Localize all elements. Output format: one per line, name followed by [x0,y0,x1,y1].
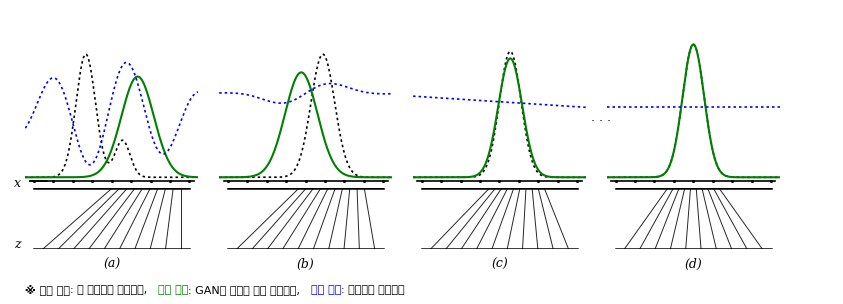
Text: : 분류자의 확률분포: : 분류자의 확률분포 [341,285,405,295]
Text: x: x [14,178,21,190]
Text: 녹색 점선: 녹색 점선 [158,285,189,295]
Text: (d): (d) [685,258,702,271]
Text: (c): (c) [491,258,507,271]
Text: : GAN이 만들어 내는 확률분포,: : GAN이 만들어 내는 확률분포, [189,285,311,295]
Text: (a): (a) [103,258,121,271]
Text: · · ·: · · · [591,115,610,128]
Text: ※ 검은 점선: ※ 검은 점선 [25,284,70,295]
Text: : 원 데이터의 확률분포,: : 원 데이터의 확률분포, [70,285,158,295]
Text: (b): (b) [297,258,314,271]
Text: z: z [14,238,21,251]
Text: 파란 점선: 파란 점선 [311,285,341,295]
